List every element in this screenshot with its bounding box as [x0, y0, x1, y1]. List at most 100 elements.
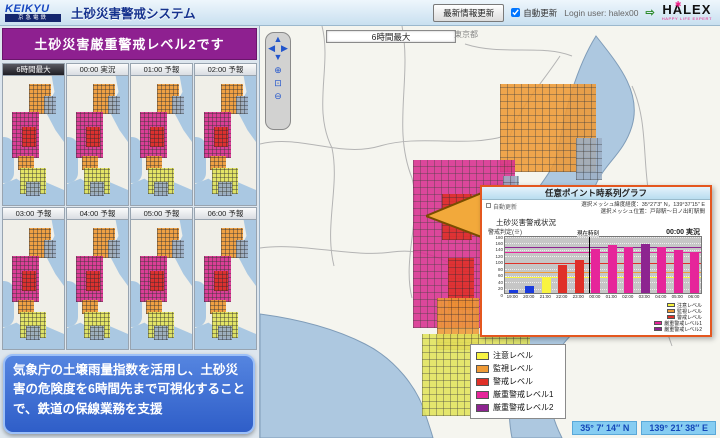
zoom-in-icon[interactable]: ⊕	[274, 65, 282, 75]
thumbnail-mini-map[interactable]	[131, 76, 192, 205]
x-tick-label: 03:00	[638, 294, 650, 299]
mini-cells-gray2	[26, 182, 40, 196]
forecast-thumbnail[interactable]: 05:00 予報	[130, 207, 193, 350]
legend-swatch	[654, 327, 663, 331]
thumbnail-mini-map[interactable]	[131, 220, 192, 349]
forecast-thumbnail[interactable]: 06:00 予報	[194, 207, 257, 350]
x-tick-label: 01:00	[605, 294, 617, 299]
mesh-info: 選択メッシュ緯度経度：35°27′3″ N，139°37′15″ E 選択メッシ…	[581, 202, 705, 216]
chart-bar	[690, 253, 700, 293]
auto-update-checkbox[interactable]	[511, 8, 521, 17]
threshold-line	[505, 277, 701, 279]
forecast-thumbnail[interactable]: 00:00 実況	[66, 63, 129, 206]
mini-cells-gray	[172, 240, 184, 258]
legend-item: 警戒レベル	[654, 314, 702, 321]
forecast-thumbnail[interactable]: 01:00 予報	[130, 63, 193, 206]
logout-icon[interactable]: ⇨	[645, 6, 655, 19]
status-bar: 35° 7′ 14″ N 139° 21′ 38″ E	[572, 421, 716, 435]
chart-time-label: 00:00 実況	[666, 229, 700, 236]
mini-cells-gray2	[218, 326, 232, 340]
thumbnail-mini-map[interactable]	[195, 76, 256, 205]
thumbnail-mini-map[interactable]	[3, 76, 64, 205]
forecast-thumbnail-grid: 6時間最大 00:00 実況	[2, 63, 257, 350]
forecast-thumbnail[interactable]: 03:00 予報	[2, 207, 65, 350]
thumbnail-mini-map[interactable]	[195, 220, 256, 349]
x-tick-label: 06:00	[688, 294, 700, 299]
popup-auto-update-checkbox[interactable]	[486, 203, 491, 208]
chart-bar	[591, 248, 601, 293]
mini-map-sea-left	[67, 137, 78, 183]
thumbnail-mini-map[interactable]	[67, 220, 128, 349]
legend-label: 厳重警戒レベル2	[493, 403, 554, 412]
mini-cells-orange2	[210, 300, 226, 314]
mini-cells-yellow	[212, 312, 238, 338]
auto-update-label: 自動更新	[523, 7, 558, 18]
refresh-button[interactable]: 最新情報更新	[433, 3, 505, 22]
y-tick-label: 180	[495, 234, 503, 240]
chart-bar	[657, 247, 667, 293]
thumbnail-time-label[interactable]: 05:00 予報	[131, 208, 192, 220]
keikyu-logo-subtext: 京急電鉄	[5, 13, 61, 22]
x-tick-label: 00:00	[589, 294, 601, 299]
forecast-thumbnail[interactable]: 6時間最大	[2, 63, 65, 206]
forecast-thumbnail[interactable]: 04:00 予報	[66, 207, 129, 350]
thumbnail-time-label[interactable]: 01:00 予報	[131, 64, 192, 76]
pan-up-icon[interactable]: ▲	[273, 34, 283, 44]
thumbnail-time-label[interactable]: 6時間最大	[3, 64, 64, 76]
x-tick-label: 20:00	[523, 294, 535, 299]
bar-chart-plot: 現在時刻 0 20 40 60 80 100 120 140 160 180	[495, 229, 702, 298]
selection-arrow-icon	[426, 192, 484, 238]
x-tick-label: 02:00	[622, 294, 634, 299]
mini-cells-red	[22, 127, 36, 147]
thumbnail-mini-map[interactable]	[67, 76, 128, 205]
mini-cells-orange2	[82, 300, 98, 314]
legend-swatch	[476, 351, 489, 360]
mini-cells-gray	[172, 96, 184, 114]
legend-label: 警戒レベル	[676, 314, 702, 321]
keikyu-logo: KEIKYU 京急電鉄	[5, 3, 61, 22]
current-time-line	[588, 230, 590, 293]
warning-level-legend: 注意レベル 監視レベル 警戒レベル 厳重警戒レベル1 厳重警戒レベル2	[470, 344, 566, 419]
thumbnail-mini-map[interactable]	[3, 220, 64, 349]
x-tick-label: 05:00	[671, 294, 683, 299]
popup-title: 任意ポイント時系列グラフ	[482, 187, 710, 200]
y-tick-label: 20	[497, 286, 503, 292]
time-selector-dropdown[interactable]: 6時間最大	[326, 30, 456, 43]
chart-bar	[558, 264, 568, 293]
longitude-readout: 139° 21′ 38″ E	[641, 421, 716, 435]
chart-bar	[624, 247, 634, 293]
y-tick-label: 100	[495, 260, 503, 266]
chart-bar	[607, 245, 617, 293]
thumbnail-time-label[interactable]: 00:00 実況	[67, 64, 128, 76]
y-tick-label: 140	[495, 247, 503, 253]
legend-item: 警戒レベル	[476, 375, 560, 388]
mini-map-sea-left	[195, 281, 206, 327]
mini-cells-gray2	[154, 326, 168, 340]
thumbnail-time-label[interactable]: 03:00 予報	[3, 208, 64, 220]
y-tick-label: 40	[497, 279, 503, 285]
mini-cells-red	[86, 127, 100, 147]
pan-left-icon[interactable]: ◀	[268, 43, 275, 53]
thumbnail-time-label[interactable]: 04:00 予報	[67, 208, 128, 220]
pan-right-icon[interactable]: ▶	[281, 43, 288, 53]
legend-label: 注意レベル	[676, 302, 702, 309]
forecast-thumbnail[interactable]: 02:00 予報	[194, 63, 257, 206]
pan-down-icon[interactable]: ▼	[273, 52, 283, 62]
mini-map-sea-left	[131, 137, 142, 183]
y-tick-label: 120	[495, 253, 503, 259]
legend-item: 厳重警戒レベル2	[654, 326, 702, 333]
mini-cells-yellow	[84, 168, 110, 194]
mini-cells-orange2	[18, 300, 34, 314]
legend-item: 厳重警戒レベル1	[654, 320, 702, 327]
timeseries-popup[interactable]: 任意ポイント時系列グラフ 自動更新 選択メッシュ緯度経度：35°27′3″ N，…	[480, 185, 712, 337]
legend-item: 厳重警戒レベル1	[476, 388, 560, 401]
thumbnail-time-label[interactable]: 06:00 予報	[195, 208, 256, 220]
x-tick-label: 04:00	[655, 294, 667, 299]
full-extent-icon[interactable]: ⊡	[274, 78, 282, 88]
mini-cells-gray2	[154, 182, 168, 196]
thumbnail-time-label[interactable]: 02:00 予報	[195, 64, 256, 76]
legend-label: 監視レベル	[676, 308, 702, 315]
halex-logo: ✱ HALEX HAPPY LIFE EXPERT	[661, 0, 712, 21]
zoom-out-icon[interactable]: ⊖	[274, 91, 282, 101]
